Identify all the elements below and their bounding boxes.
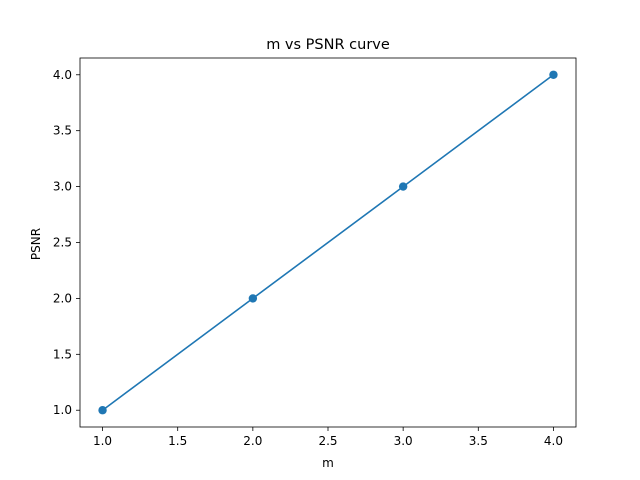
data-point — [398, 182, 408, 191]
x-tick-label: 1.0 — [93, 434, 112, 448]
chart-title: m vs PSNR curve — [266, 37, 390, 53]
x-axis-ticks: 1.0 1.5 2.0 2.5 3.0 3.5 4.0 — [93, 427, 563, 448]
y-axis-label: PSNR — [29, 228, 43, 260]
x-tick-label: 2.5 — [318, 434, 337, 448]
y-tick-label: 3.0 — [53, 180, 72, 194]
y-tick-label: 4.0 — [53, 68, 72, 82]
series-line — [102, 74, 554, 411]
y-tick-label: 1.5 — [53, 347, 72, 361]
data-point — [98, 406, 107, 415]
x-tick-label: 3.5 — [469, 434, 488, 448]
data-point — [549, 70, 558, 79]
y-tick-label: 3.5 — [53, 124, 72, 138]
data-point — [248, 294, 258, 303]
y-tick-label: 2.5 — [53, 236, 72, 250]
x-tick-label: 3.0 — [394, 434, 413, 448]
x-tick-label: 4.0 — [544, 434, 563, 448]
x-tick-label: 1.5 — [168, 434, 187, 448]
x-tick-label: 2.0 — [243, 434, 262, 448]
x-axis-label: m — [322, 456, 334, 470]
y-tick-label: 2.0 — [53, 291, 72, 305]
series-layer — [98, 70, 558, 415]
y-axis-ticks: 1.0 1.5 2.0 2.5 3.0 3.5 4.0 — [53, 68, 80, 417]
y-tick-label: 1.0 — [53, 403, 72, 417]
